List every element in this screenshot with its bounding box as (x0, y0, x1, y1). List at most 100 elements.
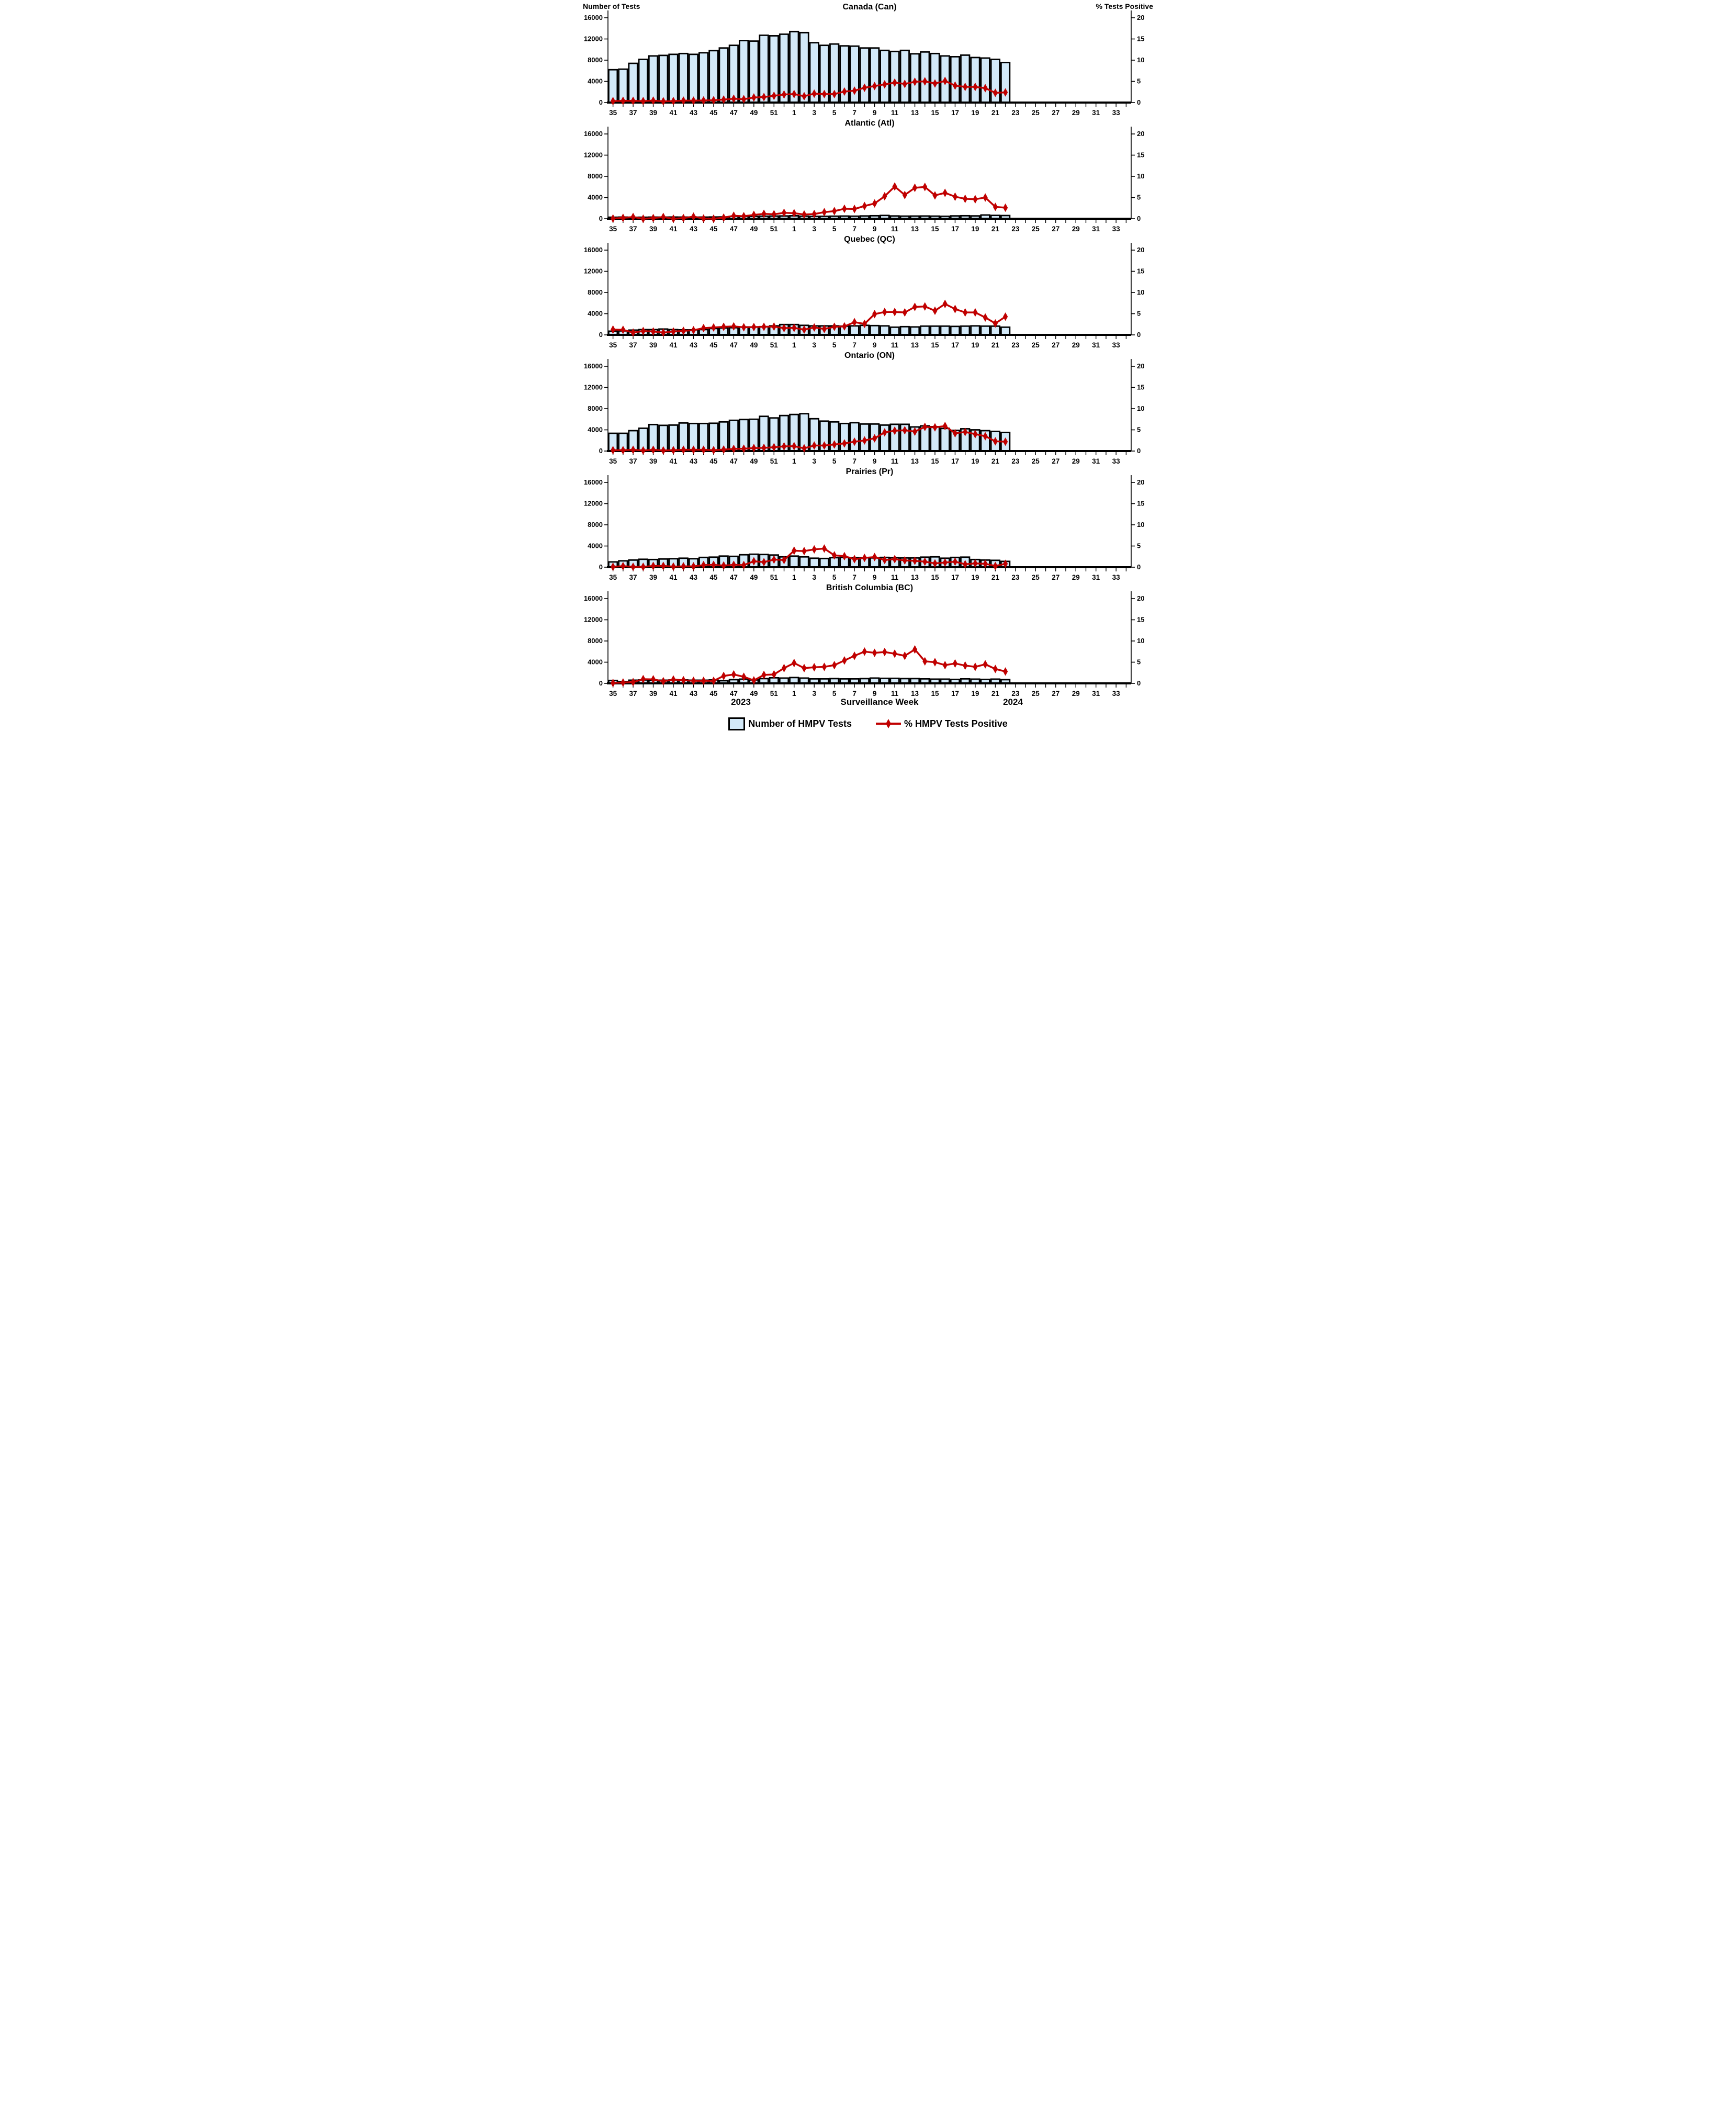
x-axis-label-week-23: 23 (1011, 457, 1020, 465)
pct-positive-point-week-21 (993, 88, 998, 97)
pct-positive-line (613, 302, 1006, 334)
right-axis-title: % Tests Positive (1096, 2, 1153, 10)
x-axis-label-week-1: 1 (792, 225, 796, 232)
pct-positive-point-week-15 (932, 306, 938, 316)
x-axis-label-week-47: 47 (730, 457, 738, 465)
x-axis-label-week-1: 1 (792, 690, 796, 697)
pct-positive-point-week-38 (640, 327, 646, 335)
x-axis-label-week-21: 21 (991, 457, 1000, 465)
bar-week-7 (849, 325, 860, 336)
right-axis-tick-label: 10 (1137, 288, 1144, 296)
left-axis-tick-label: 16000 (584, 14, 603, 21)
pct-positive-point-week-21 (993, 202, 998, 211)
panel-can: Canada (Can) 0 4000 8000 12000 16000 0 5 10 15 20 3… (579, 0, 1157, 116)
pct-positive-point-week-7 (852, 205, 857, 213)
bar-week-16 (940, 325, 950, 336)
pct-positive-point-week-51 (771, 210, 776, 219)
x-axis-label-week-9: 9 (873, 573, 877, 581)
pct-positive-point-week-48 (741, 672, 747, 681)
pct-positive-point-week-18 (963, 661, 968, 670)
pct-positive-point-week-44 (701, 214, 706, 223)
pct-positive-point-week-21 (993, 319, 998, 328)
x-axis-label-week-39: 39 (649, 573, 657, 581)
pct-positive-point-week-51 (771, 91, 776, 100)
x-axis-label-week-11: 11 (891, 690, 899, 697)
pct-positive-point-week-12 (902, 651, 907, 660)
left-axis-tick-label: 16000 (584, 478, 603, 486)
right-axis-tick-label: 15 (1137, 151, 1144, 159)
x-axis-label-week-37: 37 (629, 690, 637, 697)
x-axis-label-week-21: 21 (991, 690, 1000, 697)
pct-positive-point-week-22 (1003, 88, 1008, 97)
x-axis-label-week-9: 9 (873, 225, 877, 232)
bar-week-20 (980, 57, 990, 104)
x-axis-label-week-9: 9 (873, 109, 877, 116)
x-axis-label-week-17: 17 (951, 341, 959, 348)
legend-label-positivity: % HMPV Tests Positive (904, 718, 1008, 729)
pct-positive-point-week-22 (1003, 437, 1008, 446)
right-axis-tick-label: 15 (1137, 500, 1144, 508)
x-axis-label-week-23: 23 (1011, 341, 1020, 348)
x-axis-label-week-39: 39 (649, 341, 657, 348)
bar-week-13 (909, 326, 920, 336)
pct-positive-point-week-10 (882, 192, 887, 201)
pct-positive-point-week-19 (973, 430, 978, 438)
pct-positive-point-week-49 (751, 557, 757, 566)
bar-week-43 (688, 53, 699, 104)
pct-positive-point-week-5 (832, 207, 837, 216)
x-axis-label-week-19: 19 (971, 109, 979, 116)
x-axis-label-week-13: 13 (911, 341, 919, 348)
pct-positive-point-week-4 (821, 89, 827, 98)
x-axis-label-week-27: 27 (1052, 573, 1059, 581)
left-axis-tick-label: 4000 (588, 426, 603, 434)
x-axis-label-week-1: 1 (792, 109, 796, 116)
x-axis-label-week-37: 37 (629, 457, 637, 465)
x-axis-label-week-5: 5 (832, 109, 837, 116)
x-axis-label-week-43: 43 (690, 225, 698, 232)
pct-positive-point-week-46 (721, 671, 726, 681)
pct-positive-point-week-4 (821, 662, 827, 671)
pct-positive-point-week-21 (993, 561, 998, 570)
pct-positive-point-week-44 (701, 676, 706, 685)
pct-positive-point-week-47 (731, 560, 736, 569)
pct-positive-point-week-47 (731, 94, 736, 103)
bar-week-17 (950, 56, 961, 104)
x-axis-label-week-7: 7 (852, 690, 856, 697)
pct-positive-point-week-17 (952, 192, 958, 201)
x-axis-label-week-41: 41 (669, 457, 678, 465)
x-axis-label-week-49: 49 (750, 457, 758, 465)
x-axis-label-week-41: 41 (669, 109, 678, 116)
x-axis-label-week-27: 27 (1052, 341, 1059, 348)
x-axis-label-week-29: 29 (1072, 690, 1080, 697)
right-axis-tick-label: 15 (1137, 35, 1144, 43)
pct-positive-point-week-14 (922, 422, 928, 432)
right-axis-tick-label: 0 (1137, 331, 1141, 339)
x-axis-label-week-17: 17 (951, 690, 959, 697)
x-axis-label-week-45: 45 (709, 457, 718, 465)
left-axis-tick-label: 0 (599, 679, 603, 687)
pct-positive-point-week-13 (912, 183, 918, 193)
pct-positive-point-week-16 (942, 558, 948, 567)
left-axis-tick-label: 4000 (588, 77, 603, 85)
left-axis-tick-label: 12000 (584, 616, 603, 624)
right-axis-tick-label: 20 (1137, 478, 1144, 486)
pct-positive-point-week-16 (942, 422, 948, 431)
x-axis-label-week-43: 43 (690, 573, 698, 581)
pct-positive-point-week-15 (932, 658, 938, 667)
pct-positive-point-week-39 (650, 96, 656, 105)
bar-week-17 (950, 325, 961, 336)
left-axis-tick-label: 0 (599, 215, 603, 222)
x-axis-label-week-3: 3 (812, 341, 816, 348)
x-axis-label-week-1: 1 (792, 573, 796, 581)
pct-positive-point-week-10 (882, 428, 887, 437)
pct-positive-point-week-9 (872, 82, 877, 91)
pct-positive-point-week-4 (821, 324, 827, 333)
x-axis-label-week-13: 13 (911, 690, 919, 697)
pct-positive-point-week-11 (892, 555, 897, 564)
pct-positive-point-week-40 (661, 446, 666, 455)
x-axis-label-week-35: 35 (609, 573, 617, 581)
pct-positive-point-week-9 (872, 553, 877, 561)
bar-week-41 (668, 53, 679, 104)
x-axis-label-week-39: 39 (649, 457, 657, 465)
pct-positive-point-week-18 (963, 560, 968, 569)
